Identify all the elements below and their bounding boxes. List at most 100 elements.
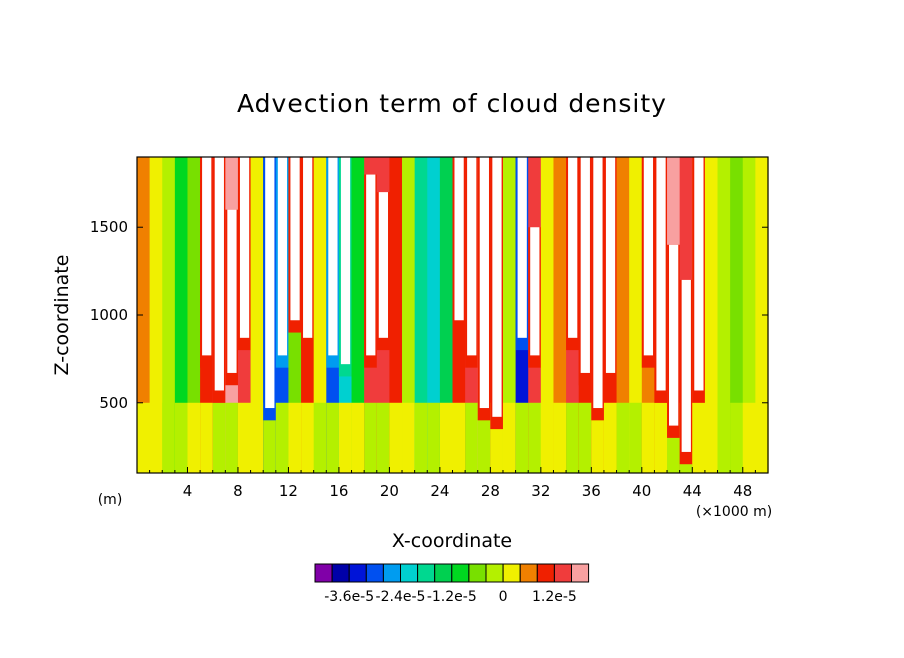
- colorbar-swatch: [434, 563, 453, 583]
- heatmap-cell: [616, 402, 630, 473]
- y-tick-label: 500: [99, 394, 128, 412]
- heatmap-cell: [502, 402, 517, 473]
- heatmap-cell: [137, 157, 151, 473]
- heatmap-cell: [414, 402, 428, 473]
- heatmap-cell: [364, 402, 378, 473]
- heatmap-cell: [313, 402, 327, 473]
- heatmap-cell: [730, 157, 744, 473]
- heatmap-cell: [568, 157, 578, 338]
- heatmap-cell: [452, 402, 466, 473]
- heatmap-cell: [479, 157, 489, 409]
- heatmap-cell: [755, 157, 769, 473]
- heatmap-cell: [402, 402, 416, 473]
- heatmap-cell: [454, 157, 464, 321]
- colorbar: [314, 563, 590, 583]
- heatmap-cell: [439, 157, 454, 473]
- heatmap-cell: [730, 402, 744, 473]
- heatmap-cell: [656, 157, 666, 391]
- heatmap-cell: [694, 157, 704, 391]
- x-tick-label: 24: [430, 482, 449, 500]
- colorbar-swatch: [502, 563, 521, 583]
- x-tick-label: 32: [531, 482, 550, 500]
- heatmap-cell: [277, 157, 288, 356]
- colorbar-swatch: [519, 563, 538, 583]
- heatmap-cell: [502, 157, 517, 473]
- heatmap-cell: [162, 157, 176, 473]
- x-tick-label: 8: [233, 482, 243, 500]
- heatmap-cell: [717, 157, 731, 473]
- heatmap-cell: [389, 157, 403, 473]
- x-tick-label: 28: [481, 482, 500, 500]
- heatmap-cell: [742, 157, 756, 473]
- heatmap-cell: [578, 402, 592, 473]
- y-axis: 500 1000 1500: [90, 218, 768, 412]
- heatmap-cell: [275, 402, 290, 473]
- colorbar-swatch: [536, 563, 555, 583]
- heatmap-cell: [137, 402, 151, 473]
- heatmap-cell: [174, 157, 189, 473]
- heatmap-cell: [187, 402, 201, 473]
- heatmap-cell: [366, 174, 376, 356]
- y-tick-label: 1000: [90, 306, 128, 324]
- heatmap-cell: [580, 157, 590, 373]
- heatmap-cell: [351, 157, 365, 473]
- colorbar-tick-label: 1.2e-5: [532, 589, 577, 605]
- colorbar-swatch: [417, 563, 436, 583]
- heatmap-cell: [742, 402, 756, 473]
- colorbar-tick-label: 0: [499, 589, 508, 605]
- heatmap-cell: [605, 157, 616, 373]
- heatmap-cell: [704, 402, 719, 473]
- heatmap-cell: [237, 402, 252, 473]
- y-axis-label: Z-coordinate: [51, 255, 73, 376]
- heatmap-cell: [174, 402, 189, 473]
- heatmap-cell: [250, 402, 264, 473]
- plot-area: [137, 157, 769, 473]
- heatmap-cell: [162, 402, 176, 473]
- x-tick-label: 44: [683, 482, 702, 500]
- heatmap-cell: [313, 157, 327, 473]
- heatmap-cell: [378, 192, 389, 338]
- colorbar-labels: -3.6e-5 -2.4e-5 -1.2e-5 0 1.2e-5: [324, 589, 577, 605]
- heatmap-cell: [755, 402, 769, 473]
- heatmap-cell: [517, 157, 527, 338]
- heatmap-cell: [227, 209, 237, 373]
- heatmap-cell: [225, 402, 239, 473]
- heatmap-cell: [528, 402, 542, 473]
- heatmap-cell: [681, 279, 691, 452]
- heatmap-cell: [187, 157, 201, 473]
- heatmap-cell: [553, 402, 567, 473]
- heatmap-cell: [149, 157, 163, 473]
- colorbar-swatch: [451, 563, 470, 583]
- heatmap-cell: [553, 157, 567, 473]
- x-tick-label: 4: [183, 482, 193, 500]
- x-axis: 4 8 12 16 20 24 28 32 36 40 44 48: [149, 467, 756, 500]
- heatmap-cell: [389, 402, 403, 473]
- colorbar-swatch: [314, 563, 333, 583]
- heatmap-cell: [214, 157, 224, 391]
- heatmap-cell: [593, 157, 603, 409]
- heatmap-cell: [202, 157, 212, 356]
- heatmap-cell: [290, 157, 300, 321]
- heatmap-cell: [265, 157, 275, 409]
- heatmap-cell: [643, 157, 654, 356]
- heatmap-cell: [288, 402, 302, 473]
- x-tick-label: 16: [329, 482, 348, 500]
- colorbar-swatch: [348, 563, 367, 583]
- colorbar-swatch: [365, 563, 384, 583]
- heatmap-cell: [414, 157, 428, 473]
- heatmap-cell: [467, 157, 477, 356]
- heatmap-cell: [427, 157, 441, 473]
- colorbar-swatch: [468, 563, 487, 583]
- heatmap-cell: [326, 402, 340, 473]
- heatmap-cell: [338, 402, 353, 473]
- heatmap-cell: [149, 402, 163, 473]
- x-tick-label: 12: [279, 482, 298, 500]
- heatmap-cell: [704, 157, 719, 473]
- heatmap-cell: [616, 157, 630, 473]
- heatmap-cell: [376, 402, 390, 473]
- heatmap-cell: [239, 157, 250, 338]
- heatmap-cell: [603, 402, 618, 473]
- colorbar-swatch: [331, 563, 350, 583]
- colorbar-tick-label: -2.4e-5: [376, 589, 426, 605]
- heatmap-cell: [654, 402, 668, 473]
